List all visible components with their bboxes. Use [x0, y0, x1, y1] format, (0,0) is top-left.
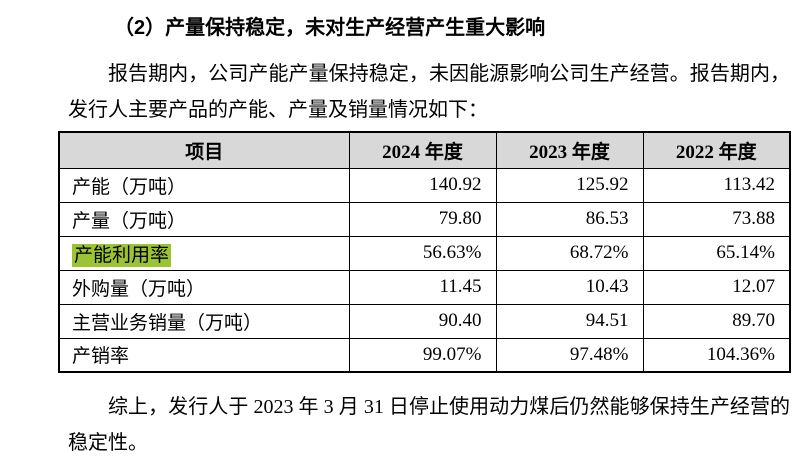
- intro-paragraph: 报告期内，公司产能产量保持稳定，未因能源影响公司生产经营。报告期内，发行人主要产…: [68, 63, 790, 121]
- row-label: 产量（万吨）: [72, 210, 187, 232]
- row-label-highlighted: 产能利用率: [72, 243, 172, 267]
- header-year-2024: 2024 年度: [348, 131, 497, 169]
- cell-value: 104.36%: [642, 337, 791, 373]
- cell-value: 65.14%: [642, 235, 791, 271]
- row-label: 产销率: [72, 346, 130, 368]
- row-label: 产能（万吨）: [72, 176, 187, 198]
- cell-value: 89.70: [642, 303, 791, 339]
- cell-value: 79.80: [348, 201, 497, 237]
- cell-value: 140.92: [348, 167, 497, 203]
- cell-value: 56.63%: [348, 235, 497, 271]
- table-row-external-purchase: 外购量（万吨） 11.45 10.43 12.07: [58, 269, 791, 305]
- table-row-main-business-sales: 主营业务销量（万吨） 90.40 94.51 89.70: [58, 303, 791, 339]
- cell-value: 11.45: [348, 269, 497, 305]
- row-label: 外购量（万吨）: [72, 278, 206, 300]
- header-year-2022: 2022 年度: [642, 131, 791, 169]
- cell-value: 73.88: [642, 201, 791, 237]
- conclusion-paragraph: 综上，发行人于 2023 年 3 月 31 日停止使用动力煤后仍然能够保持生产经…: [68, 396, 790, 454]
- cell-value: 97.48%: [495, 337, 644, 373]
- table-row-sales-to-output-ratio: 产销率 99.07% 97.48% 104.36%: [58, 337, 791, 373]
- section-heading: （2）产量保持稳定，未对生产经营产生重大影响: [114, 17, 546, 39]
- cell-value: 90.40: [348, 303, 497, 339]
- header-item-column: 项目: [58, 131, 350, 169]
- cell-value: 10.43: [495, 269, 644, 305]
- cell-value: 125.92: [495, 167, 644, 203]
- header-year-2023: 2023 年度: [495, 131, 644, 169]
- row-label: 主营业务销量（万吨）: [72, 312, 263, 334]
- cell-value: 86.53: [495, 201, 644, 237]
- cell-value: 12.07: [642, 269, 791, 305]
- table-row-capacity: 产能（万吨） 140.92 125.92 113.42: [58, 167, 791, 203]
- cell-value: 113.42: [642, 167, 791, 203]
- table-row-output: 产量（万吨） 79.80 86.53 73.88: [58, 201, 791, 237]
- cell-value: 94.51: [495, 303, 644, 339]
- cell-value: 99.07%: [348, 337, 497, 373]
- table-row-capacity-utilization: 产能利用率 56.63% 68.72% 65.14%: [58, 235, 791, 271]
- production-capacity-table: 项目 2024 年度 2023 年度 2022 年度 产能（万吨） 140.92…: [58, 131, 791, 373]
- cell-value: 68.72%: [495, 235, 644, 271]
- table-header-row: 项目 2024 年度 2023 年度 2022 年度: [58, 131, 791, 169]
